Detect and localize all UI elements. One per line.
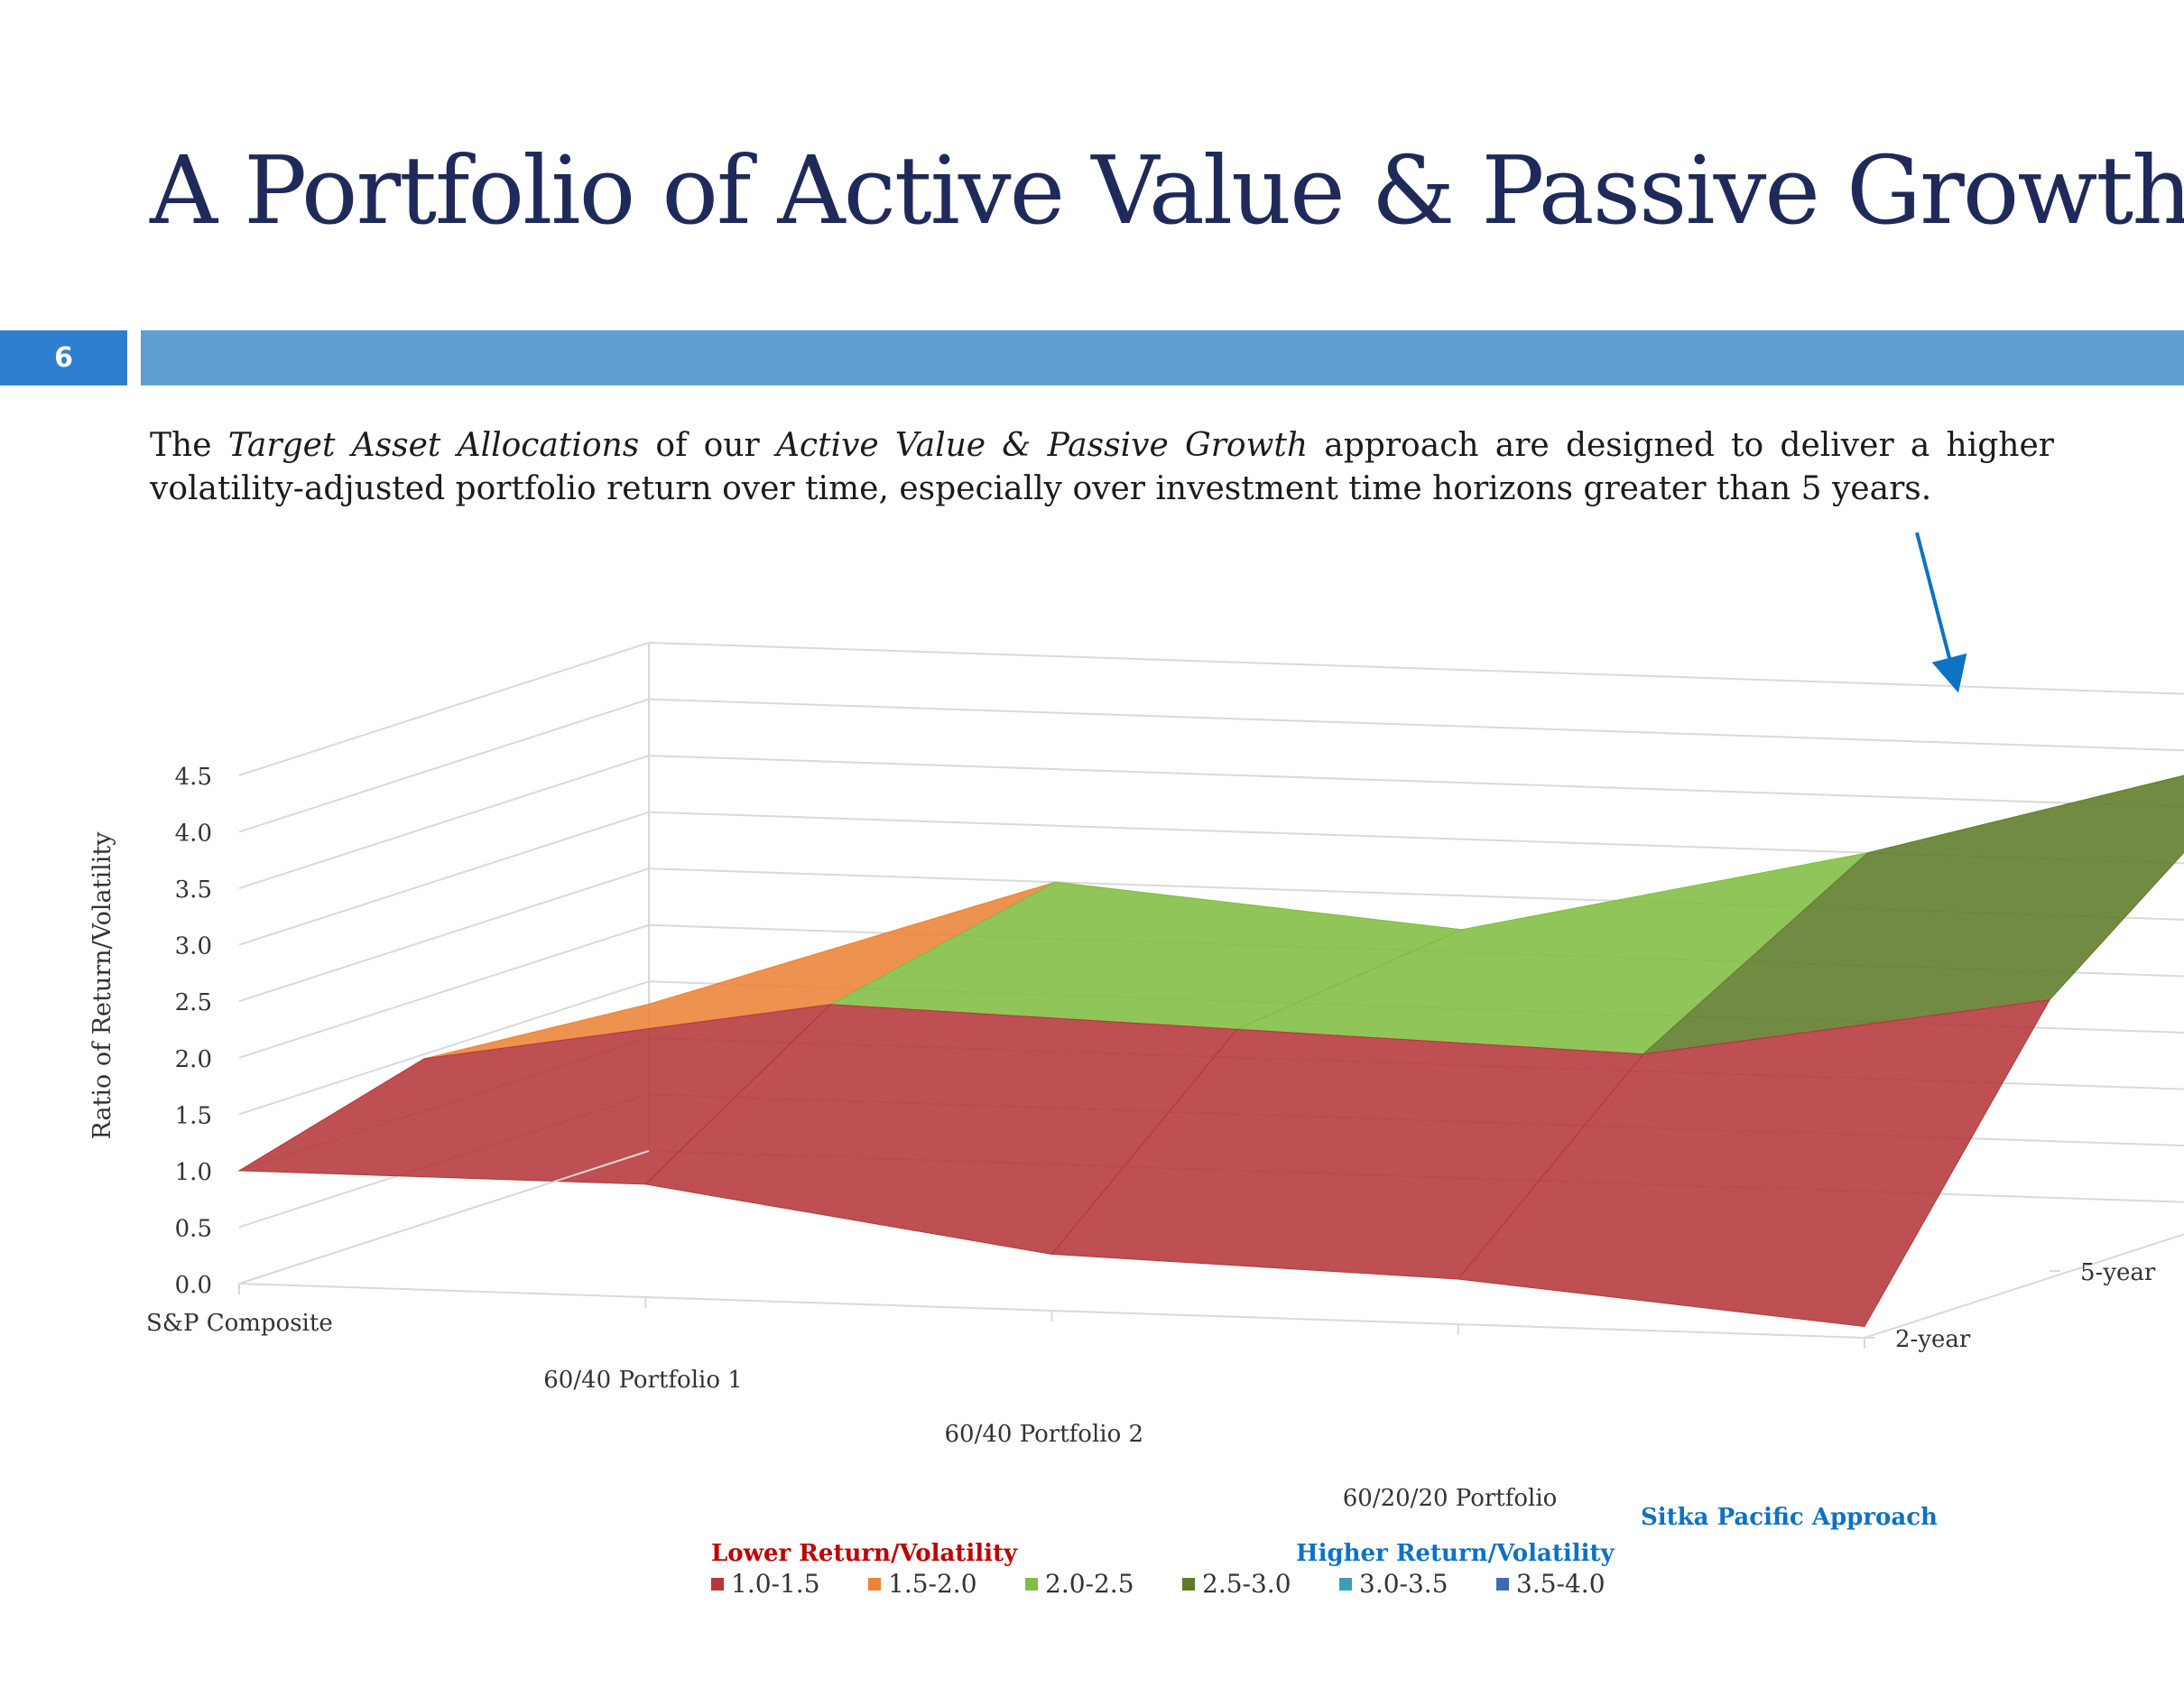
sitka-annotation: Sitka Pacific Approach bbox=[1641, 1504, 1938, 1531]
legend-item-2: 2.0-2.5 bbox=[1025, 1569, 1182, 1599]
surface-patch-7 bbox=[1457, 999, 2050, 1328]
chart-labels: 0.0 0.5 1.0 1.5 2.0 2.5 3.0 3.5 4.0 4.5 Ratio of R… bbox=[88, 764, 2156, 1512]
y-tick-label-3: 1.5 bbox=[175, 1102, 212, 1129]
y-tick-label-0: 0.0 bbox=[175, 1272, 212, 1299]
y-tick-label-9: 4.5 bbox=[175, 764, 212, 791]
legend-swatch-2 bbox=[1025, 1577, 1038, 1591]
x-category-label-0: S&P Composite bbox=[146, 1310, 333, 1337]
legend-swatch-4 bbox=[1339, 1577, 1352, 1591]
chart-surface bbox=[237, 774, 2184, 1328]
legend-swatch-0 bbox=[711, 1577, 724, 1591]
legend-item-3: 2.5-3.0 bbox=[1182, 1569, 1339, 1599]
intro-italic-2: Active Value & Passive Growth bbox=[775, 427, 1309, 464]
intro-italic-1: Target Asset Allocations bbox=[227, 427, 640, 464]
y-tick-label-2: 1.0 bbox=[175, 1159, 212, 1186]
annotation-arrow bbox=[1915, 532, 1967, 693]
y-tick-label-6: 3.0 bbox=[175, 933, 212, 960]
legend-swatch-3 bbox=[1182, 1577, 1195, 1591]
chart-legend: Lower Return/Volatility Higher Return/Vo… bbox=[711, 1540, 1615, 1612]
intro-paragraph: The Target Asset Allocations of our Acti… bbox=[150, 424, 2054, 511]
legend-lower-heading: Lower Return/Volatility bbox=[711, 1540, 1018, 1567]
y-tick-label-1: 0.5 bbox=[175, 1215, 212, 1242]
intro-text-1: The bbox=[150, 427, 228, 464]
x-category-label-3: 60/20/20 Portfolio bbox=[1343, 1485, 1558, 1512]
legend-label-0: 1.0-1.5 bbox=[731, 1569, 820, 1599]
x-category-label-2: 60/40 Portfolio 2 bbox=[945, 1421, 1144, 1448]
legend-label-3: 2.5-3.0 bbox=[1202, 1569, 1291, 1599]
depth-label-1: 5-year bbox=[2080, 1259, 2156, 1286]
depth-label-0: 2-year bbox=[1895, 1326, 1971, 1353]
legend-items: 1.0-1.5 1.5-2.0 2.0-2.5 2.5-3.0 3.0-3.5 3.5-4… bbox=[711, 1569, 1653, 1599]
legend-item-4: 3.0-3.5 bbox=[1339, 1569, 1496, 1599]
intro-text-2: of our bbox=[639, 427, 776, 464]
legend-label-2: 2.0-2.5 bbox=[1045, 1569, 1134, 1599]
legend-higher-heading: Higher Return/Volatility bbox=[1296, 1540, 1615, 1567]
legend-swatch-1 bbox=[868, 1577, 881, 1591]
gridline-9 bbox=[238, 641, 2184, 776]
arrow-line bbox=[1915, 532, 1967, 693]
legend-label-5: 3.5-4.0 bbox=[1516, 1569, 1606, 1599]
x-category-label-1: 60/40 Portfolio 1 bbox=[543, 1367, 743, 1394]
slide-title: A Portfolio of Active Value & Passive Gr… bbox=[150, 135, 2184, 246]
legend-item-0: 1.0-1.5 bbox=[711, 1569, 868, 1599]
legend-item-5: 3.5-4.0 bbox=[1496, 1569, 1653, 1599]
y-tick-label-4: 2.0 bbox=[175, 1046, 212, 1073]
header-bar bbox=[141, 330, 2184, 385]
legend-label-1: 1.5-2.0 bbox=[888, 1569, 977, 1599]
depth-axis-line bbox=[1864, 1233, 2184, 1339]
floor-left-edge bbox=[238, 1150, 650, 1285]
y-tick-label-8: 4.0 bbox=[175, 821, 212, 848]
page-number-badge: 6 bbox=[0, 330, 127, 385]
y-tick-label-7: 3.5 bbox=[175, 876, 212, 904]
legend-item-1: 1.5-2.0 bbox=[868, 1569, 1025, 1599]
gridline-8 bbox=[238, 698, 2184, 833]
chart-axes bbox=[238, 1150, 2184, 1349]
legend-label-4: 3.0-3.5 bbox=[1359, 1569, 1448, 1599]
y-tick-label-5: 2.5 bbox=[175, 989, 212, 1016]
intro-text-3: approach are designed to deliver a highe… bbox=[150, 427, 2054, 507]
legend-swatch-5 bbox=[1496, 1577, 1509, 1591]
y-axis-title: Ratio of Return/Volatility bbox=[88, 831, 116, 1140]
